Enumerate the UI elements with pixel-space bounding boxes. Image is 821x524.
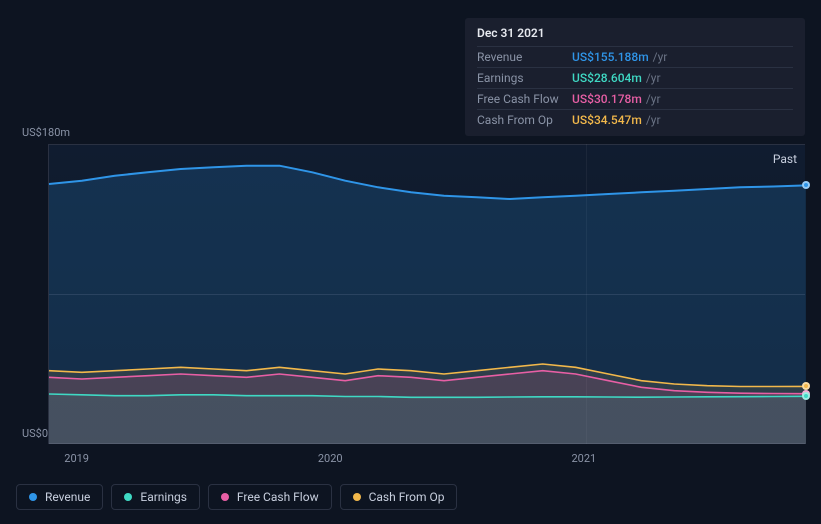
chart-svg bbox=[49, 144, 806, 444]
legend: Revenue Earnings Free Cash Flow Cash From O… bbox=[16, 484, 457, 510]
legend-dot bbox=[353, 493, 361, 501]
legend-item[interactable]: Cash From Op bbox=[340, 484, 458, 510]
tooltip-card: Dec 31 2021 RevenueUS$155.188m/yrEarning… bbox=[465, 18, 805, 136]
legend-label: Cash From Op bbox=[369, 490, 445, 504]
tooltip-label: Free Cash Flow bbox=[477, 92, 572, 106]
legend-item[interactable]: Free Cash Flow bbox=[208, 484, 332, 510]
tooltip-row: Free Cash FlowUS$30.178m/yr bbox=[477, 88, 793, 109]
tooltip-value: US$30.178m bbox=[572, 92, 642, 106]
tooltip-rows: RevenueUS$155.188m/yrEarningsUS$28.604m/… bbox=[477, 46, 793, 130]
tooltip-label: Earnings bbox=[477, 71, 572, 85]
tooltip-row: RevenueUS$155.188m/yr bbox=[477, 46, 793, 67]
y-axis-max-label: US$180m bbox=[22, 126, 70, 139]
chart-area: Past bbox=[16, 144, 805, 444]
legend-dot bbox=[124, 493, 132, 501]
tooltip-label: Revenue bbox=[477, 50, 572, 64]
tooltip-unit: /yr bbox=[653, 50, 668, 64]
legend-label: Free Cash Flow bbox=[237, 490, 319, 504]
x-tick: 2019 bbox=[64, 452, 89, 465]
x-tick: 2021 bbox=[571, 452, 596, 465]
series-end-marker bbox=[802, 392, 810, 400]
legend-label: Earnings bbox=[140, 490, 187, 504]
tooltip-label: Cash From Op bbox=[477, 113, 572, 127]
tooltip-unit: /yr bbox=[646, 92, 661, 106]
tooltip-date: Dec 31 2021 bbox=[477, 26, 793, 40]
legend-dot bbox=[29, 493, 37, 501]
chart-body[interactable]: Past bbox=[48, 144, 805, 444]
tooltip-unit: /yr bbox=[646, 71, 661, 85]
x-tick: 2020 bbox=[318, 452, 343, 465]
legend-dot bbox=[221, 493, 229, 501]
tooltip-value: US$155.188m bbox=[572, 50, 649, 64]
series-end-marker bbox=[802, 181, 810, 189]
legend-label: Revenue bbox=[45, 490, 90, 504]
legend-item[interactable]: Earnings bbox=[111, 484, 200, 510]
legend-item[interactable]: Revenue bbox=[16, 484, 103, 510]
tooltip-row: EarningsUS$28.604m/yr bbox=[477, 67, 793, 88]
tooltip-value: US$28.604m bbox=[572, 71, 642, 85]
tooltip-row: Cash From OpUS$34.547m/yr bbox=[477, 109, 793, 130]
tooltip-unit: /yr bbox=[646, 113, 661, 127]
tooltip-value: US$34.547m bbox=[572, 113, 642, 127]
